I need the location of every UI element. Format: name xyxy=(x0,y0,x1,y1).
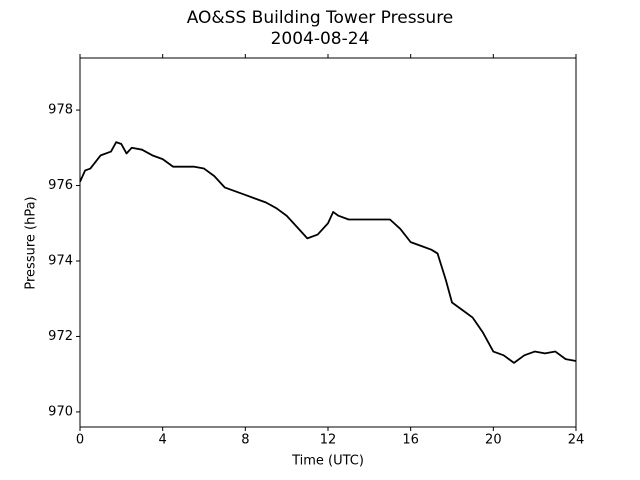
plot-frame xyxy=(79,57,577,428)
data-line xyxy=(79,141,577,364)
y-tick-label: 976 xyxy=(48,178,73,193)
x-axis-label: Time (UTC) xyxy=(291,454,364,469)
x-tick-label: 16 xyxy=(402,433,419,448)
x-tick-label: 8 xyxy=(241,433,249,448)
y-tick-label: 972 xyxy=(48,329,73,344)
chart-title: AO&SS Building Tower Pressure xyxy=(187,8,454,28)
x-tick-label: 4 xyxy=(159,433,167,448)
y-tick-label: 974 xyxy=(48,253,73,268)
x-tick-label: 0 xyxy=(76,433,84,448)
x-tick-label: 24 xyxy=(568,433,585,448)
x-tick-label: 20 xyxy=(485,433,502,448)
y-tick-label: 978 xyxy=(48,103,73,118)
x-tick-label: 12 xyxy=(320,433,337,448)
y-axis-label: Pressure (hPa) xyxy=(24,196,39,289)
y-tick-label: 970 xyxy=(48,404,73,419)
chart-subtitle: 2004-08-24 xyxy=(271,29,370,49)
